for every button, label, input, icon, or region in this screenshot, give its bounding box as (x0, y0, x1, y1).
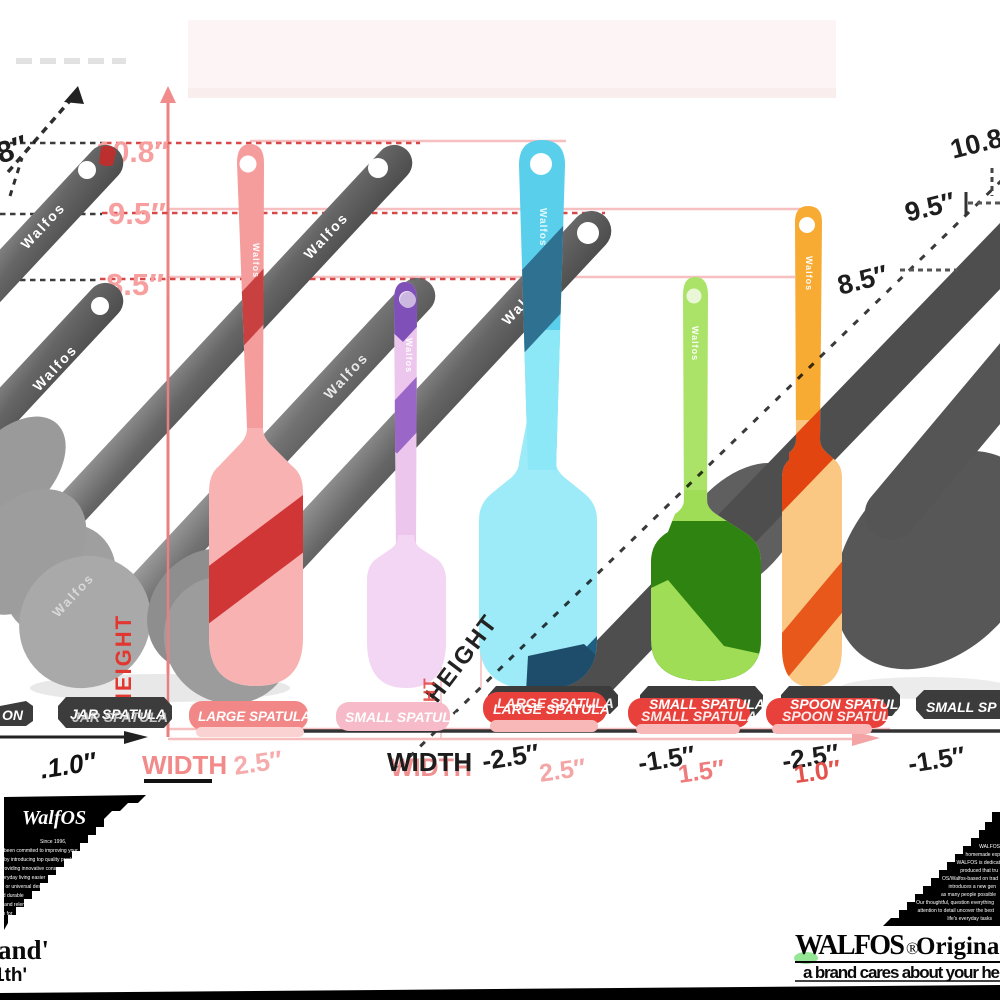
svg-text:ry or universal design: ry or universal design (0, 884, 48, 890)
svg-text:HT: HT (420, 677, 439, 702)
svg-text:HEIGHT: HEIGHT (111, 614, 136, 709)
svg-text:2.5″: 2.5″ (537, 754, 587, 788)
svg-text:s been commited to improving y: s been commited to improving your (0, 848, 78, 854)
svg-text:Walfos: Walfos (690, 326, 700, 361)
svg-text:WALFOS: WALFOS (979, 844, 1000, 850)
svg-text:Walfos: Walfos (537, 208, 548, 246)
svg-text:-1.5″: -1.5″ (906, 740, 967, 779)
svg-text:LARGE SPATULA: LARGE SPATULA (497, 695, 614, 711)
svg-text:introduces a new gen: introduces a new gen (948, 884, 996, 890)
svg-text:2.5″: 2.5″ (232, 744, 284, 780)
svg-text:LARGE SPATULA: LARGE SPATULA (493, 701, 610, 717)
svg-text:Since 1996,: Since 1996, (40, 839, 66, 845)
svg-text:SMALL SPATULA: SMALL SPATULA (649, 696, 765, 712)
svg-text:Walfos: Walfos (804, 256, 814, 291)
svg-text:WalfOS: WalfOS (22, 807, 86, 829)
svg-text:WIDTH: WIDTH (390, 754, 472, 782)
svg-text:attention to detail uncover th: attention to detail uncover the best (918, 908, 995, 914)
svg-text:Our thoughtful, question every: Our thoughtful, question everything (916, 900, 994, 906)
svg-text:WIDTH: WIDTH (142, 750, 227, 780)
svg-text:9.5″: 9.5″ (108, 196, 166, 231)
svg-text:WALFOS is dedicat: WALFOS is dedicat (957, 860, 1000, 866)
svg-text:life's everyday tasks: life's everyday tasks (947, 916, 992, 922)
svg-text:ns for: ns for (0, 911, 13, 917)
svg-text:Walfos: Walfos (404, 338, 414, 373)
svg-text:9.5″: 9.5″ (902, 186, 958, 227)
svg-text:rand': rand' (0, 935, 49, 965)
svg-text:8.5″: 8.5″ (834, 259, 890, 300)
svg-text:WALFOS: WALFOS (795, 930, 905, 961)
svg-text:SPOON SPATULA: SPOON SPATULA (782, 708, 901, 724)
svg-text:as many people possible: as many people possible (941, 892, 996, 898)
svg-text:homemade exp: homemade exp (966, 852, 1000, 858)
svg-text:10.8″: 10.8″ (947, 120, 1000, 165)
svg-text:SMALL SP: SMALL SP (926, 699, 997, 715)
svg-text:1.0″: 1.0″ (792, 755, 842, 789)
svg-text:OS/Walfos-based on trad: OS/Walfos-based on trad (942, 876, 998, 882)
svg-text:produced that tru: produced that tru (960, 868, 998, 874)
svg-text:-2.5″: -2.5″ (480, 738, 541, 777)
svg-text:veryday living easier: veryday living easier (0, 875, 46, 881)
svg-text:Walfos: Walfos (251, 243, 261, 278)
svg-text:SPOON SPATULA: SPOON SPATULA (790, 696, 909, 712)
svg-text:WIDTH: WIDTH (387, 747, 472, 777)
svg-text:e by introducing top quality p: e by introducing top quality products (0, 857, 81, 863)
svg-text:®: ® (906, 939, 919, 958)
svg-text:1th': 1th' (0, 965, 27, 986)
svg-text:8″: 8″ (0, 129, 32, 170)
svg-text:Original B: Original B (916, 933, 1000, 960)
svg-text:a brand cares about your he: a brand cares about your he (803, 963, 1000, 982)
svg-text:JAR SPATULA: JAR SPATULA (70, 706, 166, 722)
svg-text:SMALL SPATULA: SMALL SPATULA (345, 709, 461, 725)
svg-text:LARGE SPATULA: LARGE SPATULA (198, 709, 311, 724)
svg-text:1.5″: 1.5″ (676, 755, 726, 789)
svg-text:SMALL SPATULA: SMALL SPATULA (641, 708, 757, 724)
svg-text:JAR SPATULA: JAR SPATULA (72, 709, 168, 725)
svg-text:e and relentless: e and relentless (0, 902, 36, 908)
svg-text:ON: ON (2, 707, 24, 723)
svg-text:.1.0″: .1.0″ (38, 746, 99, 785)
svg-text:nd durable: nd durable (0, 893, 24, 899)
svg-text:providing innovative consumer: providing innovative consumer (0, 866, 68, 872)
